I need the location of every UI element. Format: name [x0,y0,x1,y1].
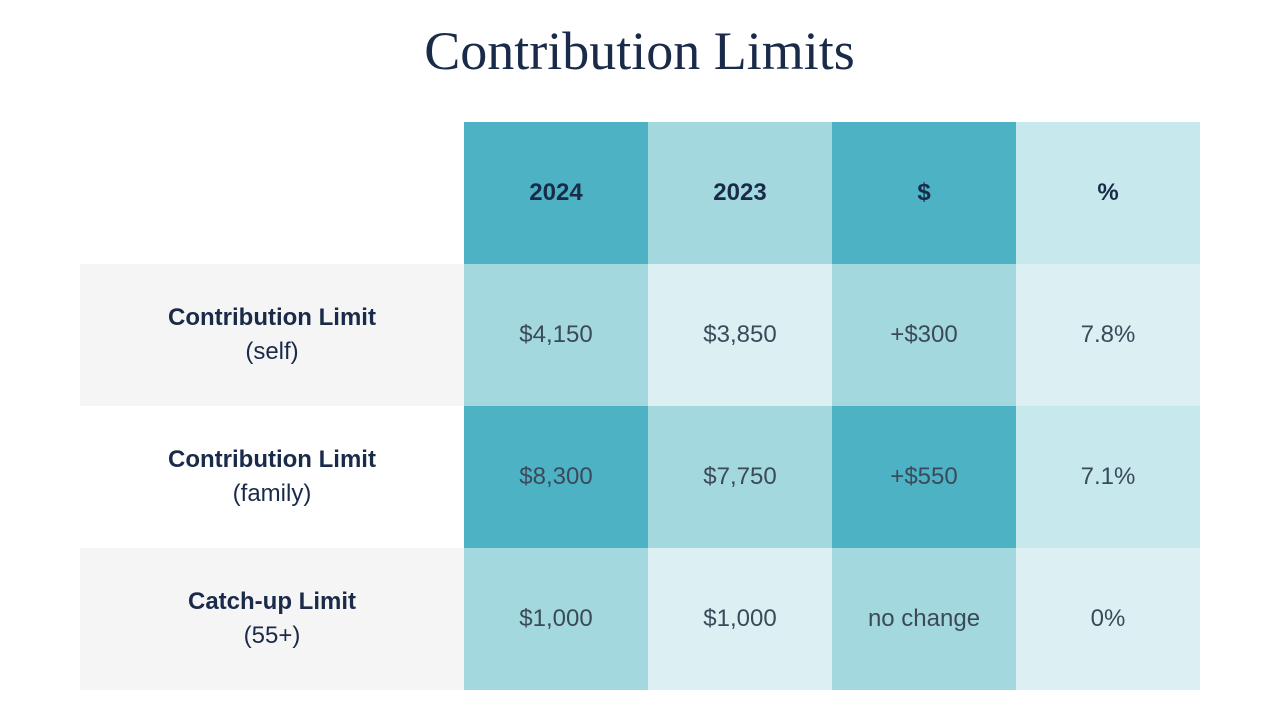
table-cell: no change [832,548,1016,690]
table-cell: 0% [1016,548,1200,690]
table-cell: $8,300 [464,406,648,548]
table-cell: $1,000 [648,548,832,690]
row-label-family: Contribution Limit (family) [80,406,464,548]
table-cell: $7,750 [648,406,832,548]
table-cell: $1,000 [464,548,648,690]
table-cell: $4,150 [464,264,648,406]
col-header-dollar: $ [832,122,1016,264]
row-label-main: Catch-up Limit [188,585,356,619]
row-label-main: Contribution Limit [168,301,376,335]
page-container: Contribution Limits 2024 2023 $ % Contri… [0,0,1279,690]
col-header-percent: % [1016,122,1200,264]
row-label-catchup: Catch-up Limit (55+) [80,548,464,690]
row-label-self: Contribution Limit (self) [80,264,464,406]
col-header-2024: 2024 [464,122,648,264]
page-title: Contribution Limits [80,20,1199,82]
row-label-sub: (55+) [244,619,301,653]
row-label-sub: (self) [245,335,298,369]
table-corner-blank [80,122,464,264]
row-label-sub: (family) [233,477,312,511]
contribution-table: 2024 2023 $ % Contribution Limit (self) … [80,122,1199,690]
table-cell: +$550 [832,406,1016,548]
table-cell: 7.8% [1016,264,1200,406]
table-cell: +$300 [832,264,1016,406]
col-header-2023: 2023 [648,122,832,264]
table-cell: $3,850 [648,264,832,406]
table-cell: 7.1% [1016,406,1200,548]
row-label-main: Contribution Limit [168,443,376,477]
